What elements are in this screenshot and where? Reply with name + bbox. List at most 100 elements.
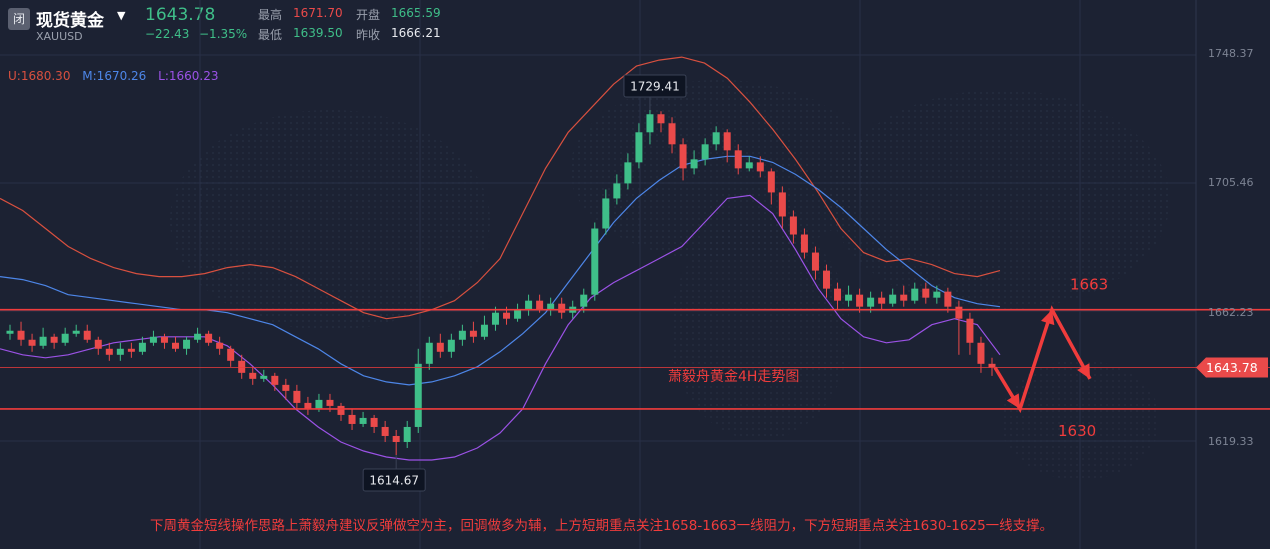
candle-body <box>160 336 168 343</box>
candle-body <box>900 294 908 301</box>
candle-body <box>525 300 533 310</box>
lower-band-value: L:1660.23 <box>158 69 219 83</box>
candle-body <box>944 291 952 307</box>
horizontal-levels <box>0 308 1270 410</box>
symbol-dropdown-icon[interactable]: ▼ <box>117 9 126 22</box>
candle-body <box>238 360 246 373</box>
world-map-background <box>170 80 1170 480</box>
candle-body <box>690 159 698 169</box>
candle-body <box>602 198 610 229</box>
candle-body <box>514 309 522 319</box>
candle-body <box>392 435 400 442</box>
candle-body <box>6 330 14 334</box>
candle-body <box>845 294 853 301</box>
current-price-tag-box <box>1196 357 1268 378</box>
candle-body <box>458 330 466 340</box>
candle-body <box>227 348 235 361</box>
y-tick-label: 1748.37 <box>1208 47 1254 60</box>
candle-body <box>503 312 511 319</box>
annotations: 1663 1630 萧毅舟黄金4H走势图下周黄金短线操作思路上萧毅舟建议反弹做空为主… <box>150 74 1268 534</box>
candle-body <box>127 348 135 352</box>
projection-arrow-down-icon <box>1077 363 1090 379</box>
candle-body <box>94 339 102 349</box>
candle-body <box>977 342 985 364</box>
candle-body <box>767 171 775 193</box>
candle-body <box>414 363 422 427</box>
candle-body <box>933 291 941 298</box>
candle-body <box>624 162 632 184</box>
candle-body <box>304 402 312 409</box>
low-marker: 1614.67 <box>369 474 419 488</box>
candle-body <box>50 336 58 343</box>
price-axis: 1748.37 1705.46 1662.23 1619.33 <box>1208 47 1254 448</box>
price-change-percent: −1.35% <box>199 27 248 41</box>
candle-body <box>216 342 224 349</box>
open-value: 1665.59 <box>391 6 441 20</box>
candle-body <box>249 372 257 379</box>
candle-body <box>447 339 455 352</box>
low-label: 最低 <box>258 28 283 42</box>
symbol-name[interactable]: 现货黄金 <box>36 11 104 31</box>
high-label: 最高 <box>258 8 283 22</box>
candle-body <box>469 330 477 337</box>
candle-body <box>536 300 544 310</box>
middle-band-value: M:1670.26 <box>82 69 147 83</box>
prev-close-label: 昨收 <box>356 28 381 42</box>
candle-body <box>778 192 786 217</box>
candle-body <box>800 234 808 253</box>
candle-body <box>811 252 819 271</box>
low-marker-box <box>362 468 426 492</box>
candle-body <box>955 306 963 319</box>
candle-body <box>988 363 996 368</box>
candle-body <box>17 330 25 340</box>
candle-body <box>668 123 676 145</box>
projection-arrow-down-icon <box>1006 393 1020 409</box>
candle-body <box>83 330 91 340</box>
candle-body <box>293 390 301 403</box>
candle-body <box>282 384 290 391</box>
candle-body <box>591 228 599 295</box>
candle-body <box>856 294 864 307</box>
current-price-tag: 1643.78 <box>1206 360 1258 375</box>
candle-body <box>359 417 367 424</box>
candle-body <box>39 336 47 346</box>
ticker-code: XAUUSD <box>36 30 83 43</box>
candle-body <box>370 417 378 427</box>
candle-body <box>260 375 268 379</box>
candle-body <box>403 426 411 442</box>
candle-body <box>337 405 345 415</box>
candle-body <box>116 348 124 355</box>
candle-body <box>911 288 919 301</box>
candle-body <box>822 270 830 289</box>
candle-body <box>966 318 974 343</box>
candle-body <box>480 324 488 337</box>
y-tick-label: 1705.46 <box>1208 176 1254 189</box>
candle-body <box>381 426 389 436</box>
candle-body <box>348 414 356 424</box>
candlesticks <box>6 110 996 456</box>
y-tick-label: 1662.23 <box>1208 306 1254 319</box>
y-tick-label: 1619.33 <box>1208 435 1254 448</box>
support-label: 1630 <box>1058 422 1096 440</box>
candle-body <box>205 333 213 343</box>
candle-body <box>491 312 499 325</box>
candle-body <box>712 132 720 145</box>
low-value: 1639.50 <box>293 26 343 40</box>
high-marker-box <box>623 74 687 98</box>
candle-body <box>745 162 753 169</box>
candle-body <box>315 399 323 409</box>
market-closed-badge: 闭 <box>8 8 30 30</box>
candle-body <box>61 333 69 343</box>
last-price: 1643.78 <box>145 5 216 25</box>
candle-body <box>889 294 897 304</box>
candle-body <box>789 216 797 235</box>
candle-body <box>734 150 742 169</box>
candle-body <box>834 288 842 301</box>
middle-band-line <box>0 155 1001 386</box>
projection-arrow-up-icon <box>1041 309 1055 326</box>
resistance-label: 1663 <box>1070 276 1108 294</box>
candle-body <box>635 132 643 163</box>
candle-body <box>756 162 764 172</box>
